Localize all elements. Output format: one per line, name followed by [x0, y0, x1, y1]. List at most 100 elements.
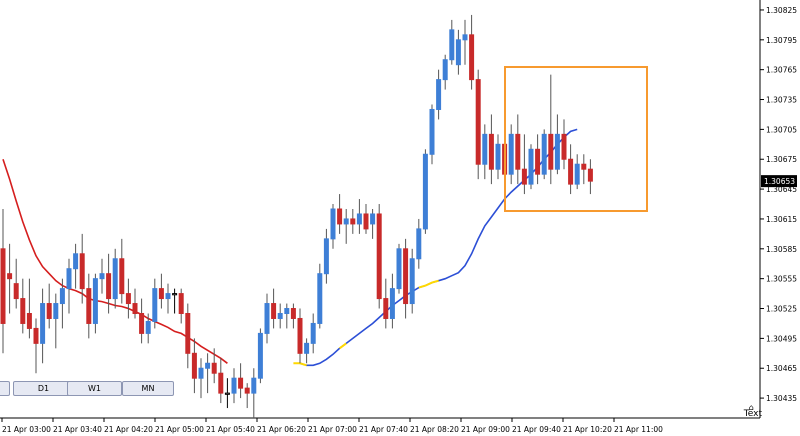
candle	[403, 238, 409, 319]
price-tick-label: 1.30675	[766, 155, 797, 164]
candle-body	[297, 317, 303, 354]
candle	[40, 288, 46, 364]
candle-body	[26, 313, 32, 329]
timeframe-button-w1[interactable]: W1	[67, 381, 122, 396]
candle	[86, 273, 92, 339]
moving-average-yellow-segment	[418, 279, 439, 289]
time-tick-label: 21 Apr 04:20	[104, 425, 153, 434]
candle	[119, 238, 125, 304]
price-tick-label: 1.30615	[766, 215, 797, 224]
candle-body	[416, 228, 422, 260]
candle-body	[317, 273, 323, 324]
candle-body	[350, 218, 356, 225]
time-tick-label: 21 Apr 08:20	[410, 425, 459, 434]
candle-body	[528, 148, 534, 185]
candle-body	[587, 168, 593, 182]
candle	[33, 318, 39, 374]
candle-body	[132, 303, 138, 314]
candle-body	[224, 392, 230, 395]
candle-body	[33, 327, 39, 344]
timeframe-button-mn[interactable]: MN	[122, 381, 174, 396]
candle	[561, 119, 567, 170]
candle	[198, 358, 204, 399]
candle-body	[46, 303, 52, 319]
candle-body	[403, 248, 409, 305]
highlight-rectangle	[504, 66, 648, 212]
candle-body	[561, 133, 567, 160]
candle-body	[508, 133, 514, 175]
timeframe-button-partial[interactable]	[0, 381, 10, 396]
price-tick-label: 1.30765	[766, 66, 797, 75]
candle	[205, 353, 211, 394]
time-tick-label: 21 Apr 05:00	[155, 425, 204, 434]
candle-body	[257, 332, 263, 379]
candle	[482, 124, 488, 180]
price-tick-label: 1.30645	[766, 185, 797, 194]
candle-body	[581, 163, 587, 170]
candle	[0, 209, 6, 354]
candle-body	[211, 362, 217, 374]
candle-body	[363, 213, 369, 230]
candle-body	[7, 273, 13, 280]
candle	[66, 258, 72, 314]
candle-body	[158, 288, 164, 300]
candle-body	[482, 133, 488, 165]
time-tick-label: 21 Apr 09:40	[512, 425, 561, 434]
candle-body	[383, 298, 389, 319]
text-tool-label[interactable]: ⌂ Text	[743, 403, 762, 419]
candle	[317, 263, 323, 329]
candle	[442, 54, 448, 90]
candle-body	[488, 133, 494, 170]
candle-body	[290, 308, 296, 319]
moving-average-yellow-segment	[339, 342, 347, 350]
candle-body	[304, 342, 310, 354]
candle	[218, 358, 224, 404]
candle	[574, 154, 580, 190]
candle	[231, 368, 237, 404]
candle-body	[554, 133, 560, 170]
candle	[7, 243, 13, 314]
candle	[343, 209, 349, 244]
candle	[323, 228, 329, 284]
candle	[376, 204, 382, 309]
text-tool-label-text: Text	[743, 409, 762, 419]
candle-body	[218, 372, 224, 394]
candle	[165, 283, 171, 314]
candle	[363, 204, 369, 234]
candle-body	[79, 253, 85, 290]
candle	[79, 233, 85, 304]
candle	[257, 328, 263, 384]
candle-body	[139, 313, 145, 334]
candle	[541, 129, 547, 180]
timeframe-button-d1[interactable]: D1	[13, 381, 74, 396]
candle	[112, 248, 118, 309]
candle-body	[59, 288, 65, 305]
candle	[475, 69, 481, 180]
candle-body	[535, 148, 541, 175]
candle-body	[541, 133, 547, 175]
candle	[548, 74, 554, 185]
candle	[277, 303, 283, 329]
price-tick-label: 1.30585	[766, 245, 797, 254]
candle-body	[370, 213, 376, 225]
candle	[172, 288, 178, 314]
time-tick-label: 21 Apr 03:40	[53, 425, 102, 434]
candle	[106, 253, 112, 314]
candle	[383, 278, 389, 329]
candle-body	[145, 320, 151, 334]
candle	[429, 104, 435, 165]
candle-body	[244, 387, 250, 394]
candle-body	[515, 133, 521, 170]
candle-body	[66, 268, 72, 290]
candle	[535, 134, 541, 185]
candle	[158, 273, 164, 309]
candle-body	[568, 158, 574, 185]
candle-body	[323, 238, 329, 275]
candle	[13, 258, 19, 309]
price-tick-label: 1.30825	[766, 6, 797, 15]
candle-body	[356, 213, 362, 225]
candle	[330, 204, 336, 249]
candle	[251, 368, 257, 418]
